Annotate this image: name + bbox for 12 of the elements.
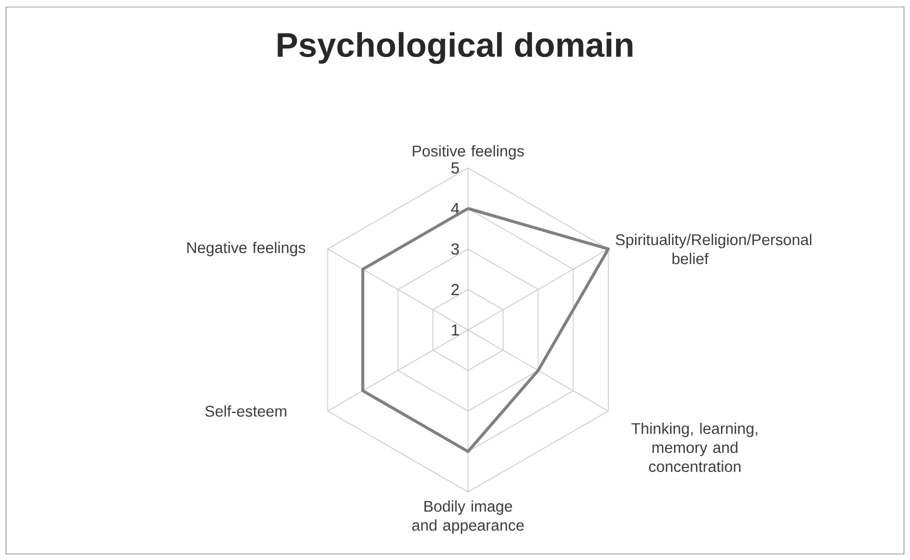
chart-title: Psychological domain — [278, 32, 632, 64]
spoke-label: Thinking, learning, memory and concentration — [632, 422, 758, 472]
y-tick-label: 3 — [451, 243, 459, 255]
spoke-label: Bodily image and appearance — [412, 500, 524, 534]
spoke-label: Negative feelings — [187, 242, 306, 256]
spoke-label: Spirituality/Religion/Personal belief — [616, 234, 812, 264]
y-tick-label: 2 — [452, 284, 459, 296]
spoke-label: Positive feelings — [412, 145, 524, 160]
y-tick-label: 1 — [452, 324, 459, 336]
y-tick-label: 5 — [451, 162, 459, 174]
y-tick-label: 4 — [451, 202, 460, 214]
spoke-label: Self-esteem — [205, 405, 286, 417]
